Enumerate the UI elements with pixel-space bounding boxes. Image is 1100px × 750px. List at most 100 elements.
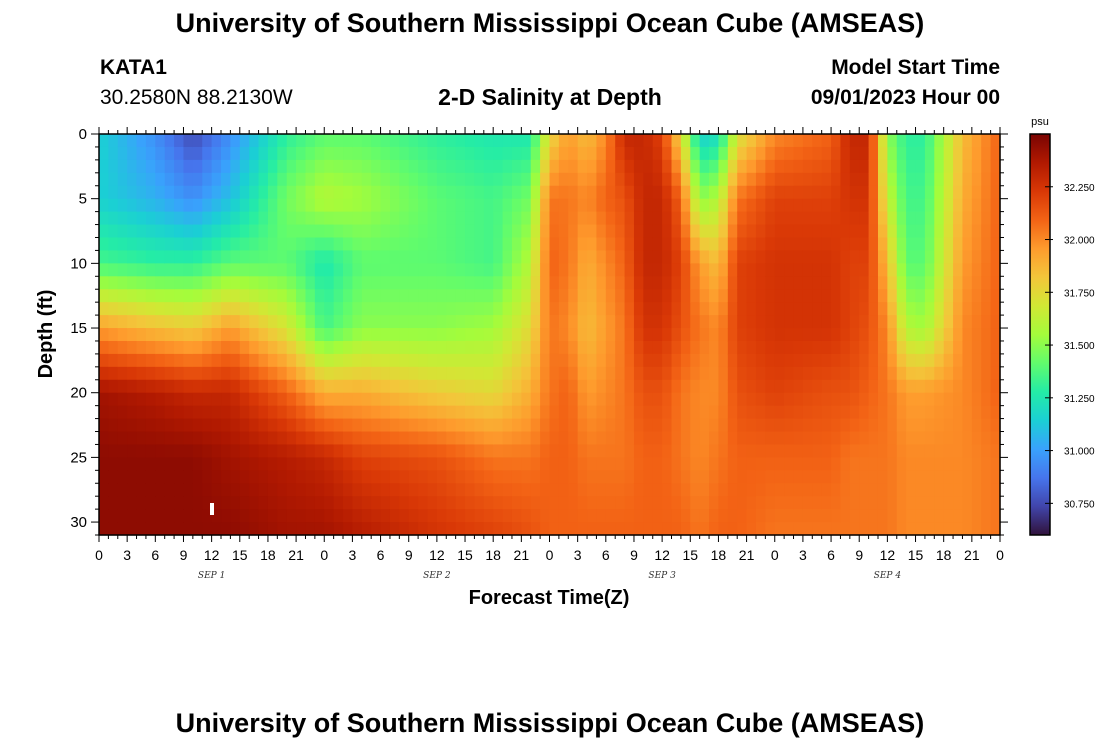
heatmap-cell xyxy=(953,353,964,368)
heatmap-cell xyxy=(821,483,832,497)
heatmap-cell xyxy=(802,211,813,226)
heatmap-cell xyxy=(727,418,738,433)
heatmap-cell xyxy=(934,302,945,316)
heatmap-cell xyxy=(812,237,823,252)
heatmap-cell xyxy=(427,496,438,510)
heatmap-cell xyxy=(587,509,598,523)
heatmap-cell xyxy=(877,250,888,264)
heatmap-cell xyxy=(502,392,513,407)
heatmap-cell xyxy=(108,328,119,342)
heatmap-cell xyxy=(840,185,851,200)
heatmap-cell xyxy=(145,522,156,536)
heatmap-cell xyxy=(436,522,447,536)
heatmap-cell xyxy=(662,379,673,394)
heatmap-cell xyxy=(896,172,907,187)
heatmap-cell xyxy=(399,483,410,497)
x-tick-label: 21 xyxy=(288,547,304,563)
heatmap-cell xyxy=(633,263,644,277)
heatmap-cell xyxy=(887,418,898,433)
heatmap-cell xyxy=(943,134,954,148)
heatmap-cell xyxy=(436,263,447,277)
heatmap-cell xyxy=(587,340,598,355)
heatmap-cell xyxy=(887,224,898,239)
heatmap-cell xyxy=(530,263,541,277)
heatmap-cell xyxy=(962,496,973,510)
heatmap-cell xyxy=(549,522,560,536)
heatmap-cell xyxy=(699,405,710,420)
heatmap-cell xyxy=(371,379,382,394)
heatmap-cell xyxy=(399,185,410,200)
heatmap-cell xyxy=(887,483,898,497)
heatmap-cell xyxy=(690,470,701,484)
heatmap-cell xyxy=(784,315,795,329)
heatmap-cell xyxy=(418,237,429,252)
heatmap-cell xyxy=(361,134,372,148)
heatmap-cell xyxy=(558,146,569,161)
heatmap-cell xyxy=(812,444,823,458)
heatmap-cell xyxy=(465,302,476,316)
heatmap-cell xyxy=(305,289,316,303)
heatmap-cell xyxy=(934,470,945,484)
heatmap-cell xyxy=(493,444,504,458)
heatmap-cell xyxy=(840,198,851,213)
heatmap-cell xyxy=(127,263,138,277)
heatmap-cell xyxy=(183,509,194,523)
heatmap-cell xyxy=(587,379,598,394)
heatmap-cell xyxy=(174,509,185,523)
heatmap-cell xyxy=(136,457,147,471)
heatmap-cell xyxy=(427,340,438,355)
heatmap-cell xyxy=(755,522,766,536)
heatmap-cell xyxy=(877,379,888,394)
heatmap-cell xyxy=(333,185,344,200)
heatmap-cell xyxy=(699,470,710,484)
heatmap-cell xyxy=(765,353,776,368)
heatmap-cell xyxy=(577,198,588,213)
colorbar-gradient xyxy=(1029,133,1051,536)
heatmap-cell xyxy=(615,340,626,355)
heatmap-cell xyxy=(202,379,213,394)
heatmap-cell xyxy=(183,198,194,213)
heatmap-cell xyxy=(530,457,541,471)
heatmap-cell xyxy=(399,470,410,484)
heatmap-cell xyxy=(981,198,992,213)
heatmap-cell xyxy=(239,509,250,523)
x-tick-label: 18 xyxy=(936,547,952,563)
heatmap-cell xyxy=(145,444,156,458)
heatmap-cell xyxy=(784,302,795,316)
heatmap-cell xyxy=(286,379,297,394)
heatmap-cell xyxy=(971,198,982,213)
heatmap-cell xyxy=(615,159,626,174)
heatmap-cell xyxy=(192,237,203,252)
heatmap-cell xyxy=(239,496,250,510)
heatmap-cell xyxy=(249,263,260,277)
heatmap-cell xyxy=(127,250,138,264)
heatmap-cell xyxy=(596,483,607,497)
heatmap-cell xyxy=(746,405,757,420)
heatmap-cell xyxy=(568,444,579,458)
heatmap-cell xyxy=(352,134,363,148)
x-tick-label: 3 xyxy=(799,547,807,563)
heatmap-cell xyxy=(221,522,231,536)
heatmap-cell xyxy=(934,134,945,148)
heatmap-cell xyxy=(840,379,851,394)
heatmap-cell xyxy=(296,134,307,148)
heatmap-cell xyxy=(493,315,504,329)
heatmap-cell xyxy=(896,302,907,316)
heatmap-cell xyxy=(230,328,241,342)
heatmap-cell xyxy=(202,315,213,329)
heatmap-cell xyxy=(352,172,363,187)
heatmap-cell xyxy=(859,340,870,355)
heatmap-cell xyxy=(314,522,325,536)
heatmap-cell xyxy=(680,353,691,368)
heatmap-cell xyxy=(361,289,372,303)
heatmap-cell xyxy=(164,185,175,200)
heatmap-cell xyxy=(324,418,335,433)
heatmap-cell xyxy=(493,276,504,290)
heatmap-cell xyxy=(324,392,335,407)
heatmap-cell xyxy=(906,134,917,148)
heatmap-cell xyxy=(164,509,175,523)
heatmap-cell xyxy=(633,418,644,433)
heatmap-cell xyxy=(474,379,485,394)
heatmap-cell xyxy=(465,159,476,174)
